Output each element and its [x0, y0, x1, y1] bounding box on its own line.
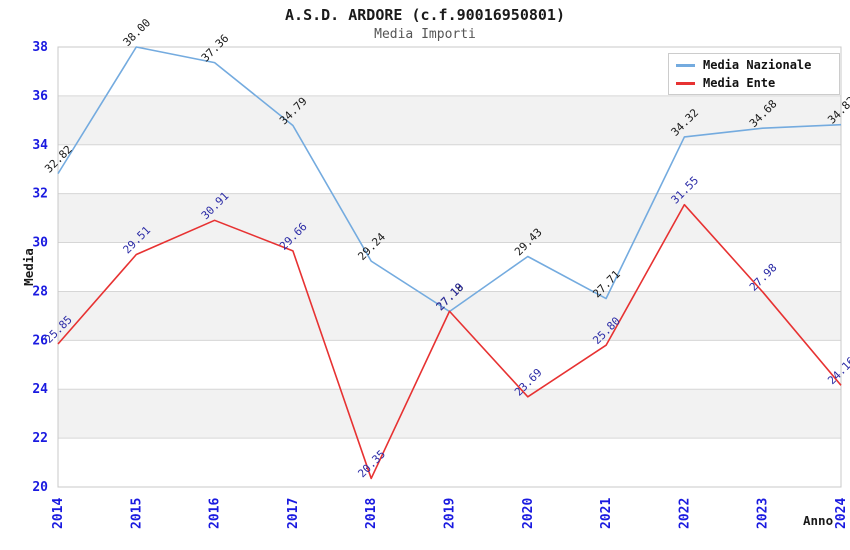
data-point-label-media-ente: 27.98: [747, 261, 780, 294]
legend-box: Media Nazionale Media Ente: [668, 53, 840, 95]
legend-line-sample-ente: [676, 81, 695, 85]
y-tick-label: 36: [32, 89, 48, 104]
legend-line-sample-nazionale: [676, 63, 695, 67]
x-tick-label: 2021: [599, 498, 614, 529]
x-tick-label: 2020: [521, 498, 536, 529]
x-tick-label: 2023: [756, 498, 771, 529]
legend-label: Media Ente: [703, 76, 776, 90]
x-tick-label: 2022: [677, 498, 692, 529]
legend-label: Media Nazionale: [703, 58, 812, 72]
chart-subtitle: Media Importi: [374, 27, 476, 42]
y-tick-label: 24: [32, 382, 48, 397]
y-tick-label: 26: [32, 333, 48, 348]
plot-band: [58, 193, 841, 243]
legend-item-media-ente: Media Ente: [676, 76, 839, 90]
x-tick-label: 2016: [208, 498, 223, 529]
x-axis-title: Anno: [803, 513, 834, 528]
y-tick-label: 32: [32, 187, 48, 202]
y-tick-label: 38: [32, 40, 48, 55]
x-tick-label: 2017: [286, 498, 301, 529]
y-tick-label: 20: [32, 480, 48, 495]
data-point-label-media-nazionale: 37.36: [199, 32, 232, 65]
plot-band: [58, 389, 841, 439]
legend-item-media-nazionale: Media Nazionale: [676, 58, 839, 72]
y-tick-label: 28: [32, 284, 48, 299]
data-point-label-media-ente: 20.35: [355, 448, 388, 481]
series-line-media-ente: [57, 203, 842, 480]
plot-band: [58, 291, 841, 341]
x-tick-label: 2019: [443, 498, 458, 529]
x-tick-label: 2024: [834, 498, 849, 529]
plot-border: [57, 46, 842, 488]
y-axis-title: Media: [21, 248, 36, 286]
chart-title: A.S.D. ARDORE (c.f.90016950801): [285, 6, 565, 24]
data-point-label-media-nazionale: 38.00: [121, 16, 154, 49]
plot-band: [58, 95, 841, 145]
x-tick-label: 2015: [129, 498, 144, 529]
x-tick-label: 2014: [51, 498, 66, 529]
y-tick-label: 30: [32, 236, 48, 251]
y-tick-label: 22: [32, 431, 48, 446]
y-tick-label: 34: [32, 138, 48, 153]
x-tick-label: 2018: [364, 498, 379, 529]
